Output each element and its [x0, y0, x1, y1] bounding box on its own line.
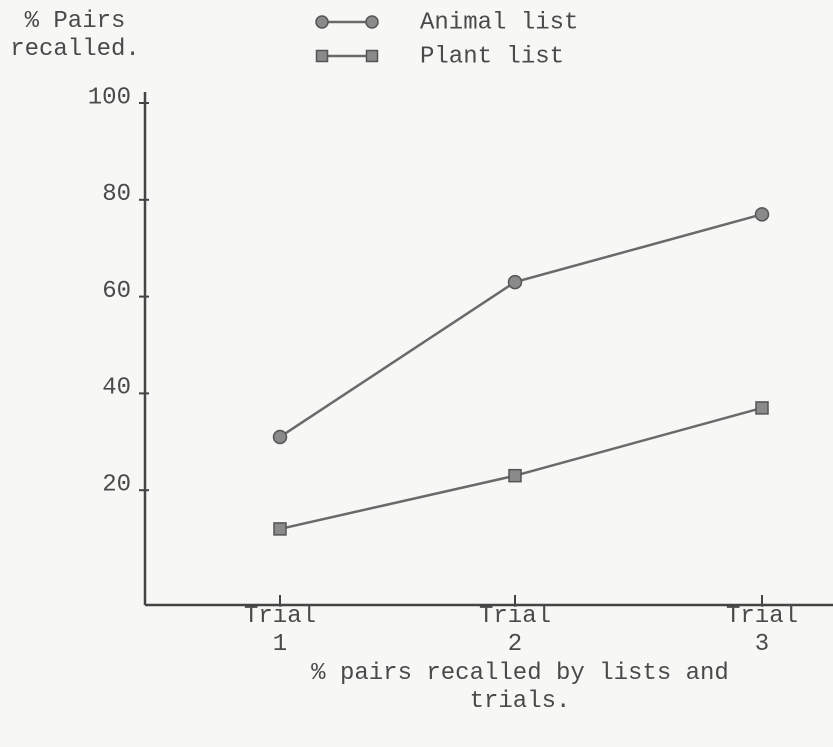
y-tick-label: 80 [102, 181, 131, 208]
point [754, 207, 770, 222]
legend-marker [365, 15, 379, 29]
point [273, 522, 287, 536]
y-tick-label: 60 [102, 278, 131, 305]
legend-marker [315, 15, 329, 29]
y-tick-label: 100 [88, 84, 131, 111]
x-tick-label: Trial 3 [725, 603, 798, 658]
legend-marker [365, 49, 379, 63]
point [507, 274, 523, 290]
point [755, 401, 769, 415]
point [508, 468, 522, 483]
x-tick-label: Trial 1 [243, 603, 316, 658]
series-line [279, 213, 763, 439]
series-line [279, 406, 763, 531]
x-tick-label: Trial 2 [478, 603, 551, 658]
y-axis-label: % Pairs recalled. [10, 8, 140, 63]
legend-marker [315, 49, 329, 63]
legend-label: Plant list [420, 43, 564, 70]
caption: % pairs recalled by lists and trials. [311, 660, 729, 715]
y-tick-label: 40 [102, 375, 131, 402]
legend-label: Animal list [420, 9, 578, 36]
point [272, 429, 288, 445]
y-tick-label: 20 [102, 472, 131, 499]
